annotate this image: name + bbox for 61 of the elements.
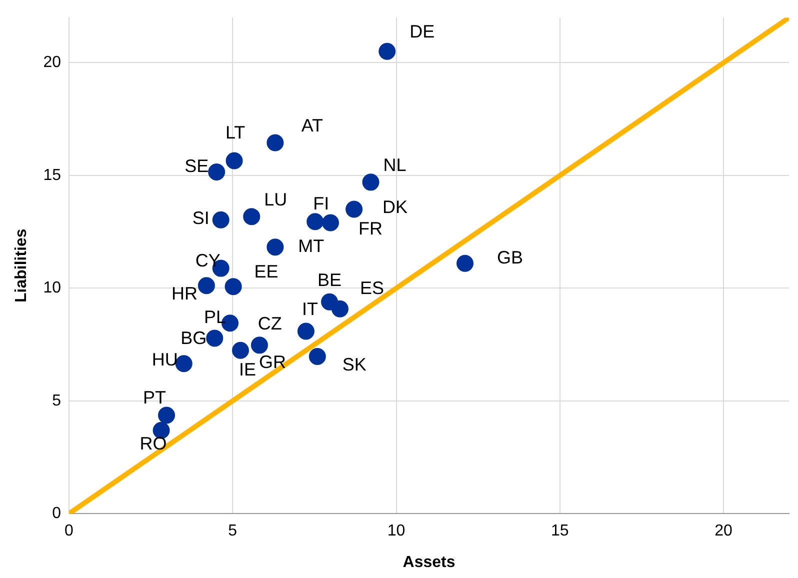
point [158,406,176,424]
annotation: DE [410,21,435,42]
annotation: SE [184,156,209,176]
annotation: FI [313,194,330,214]
annotation: ES [360,278,384,298]
annotation: SI [192,208,210,228]
point [224,278,242,296]
point [308,348,326,365]
point [362,174,380,191]
point [175,355,192,372]
annotation: LT [225,122,246,143]
x-tick-label: 20 [714,522,733,540]
point [226,152,243,170]
annotation: IE [238,359,256,380]
y-axis-title: Liabilities [13,228,30,302]
point [198,277,215,294]
x-tick-label: 10 [387,522,406,540]
annotation: PL [204,307,226,328]
annotation: SK [342,354,366,374]
annotation: FR [358,218,382,239]
point [212,211,230,228]
annotation: DK [382,197,408,218]
point [306,213,324,230]
annotation: PT [143,387,166,408]
y-tick-label: 15 [43,166,62,184]
annotation: CZ [258,313,282,334]
x-tick-label: 15 [551,522,569,540]
annotation: RO [140,433,167,454]
point [250,336,268,354]
x-axis-title: Assets [402,554,456,571]
point [346,200,363,218]
point [297,322,314,340]
annotation: CY [195,250,220,270]
point [208,164,226,181]
annotation: BE [318,270,342,290]
annotation: GB [496,247,524,268]
annotation: MT [298,236,324,256]
point [206,330,224,347]
annotation: NL [383,155,406,176]
annotation: LU [264,190,288,210]
point [266,134,284,152]
point [456,254,474,272]
y-tick-label: 10 [43,280,62,297]
point [266,238,284,256]
y-tick-label: 5 [52,392,62,410]
annotation: HR [171,284,198,304]
annotation: GR [258,352,286,372]
point [331,300,348,318]
point [322,214,339,232]
y-tick-label: 20 [43,54,62,72]
annotation: HU [152,350,178,370]
annotation: IT [302,299,318,320]
x-tick-label: 0 [64,522,74,540]
annotation: AT [301,116,324,136]
annotation: BG [180,328,207,348]
point [243,208,260,226]
x-tick-label: 5 [228,522,238,540]
y-tick-label: 0 [52,505,62,522]
annotation: EE [254,262,278,282]
point [378,42,396,60]
point [232,342,249,359]
